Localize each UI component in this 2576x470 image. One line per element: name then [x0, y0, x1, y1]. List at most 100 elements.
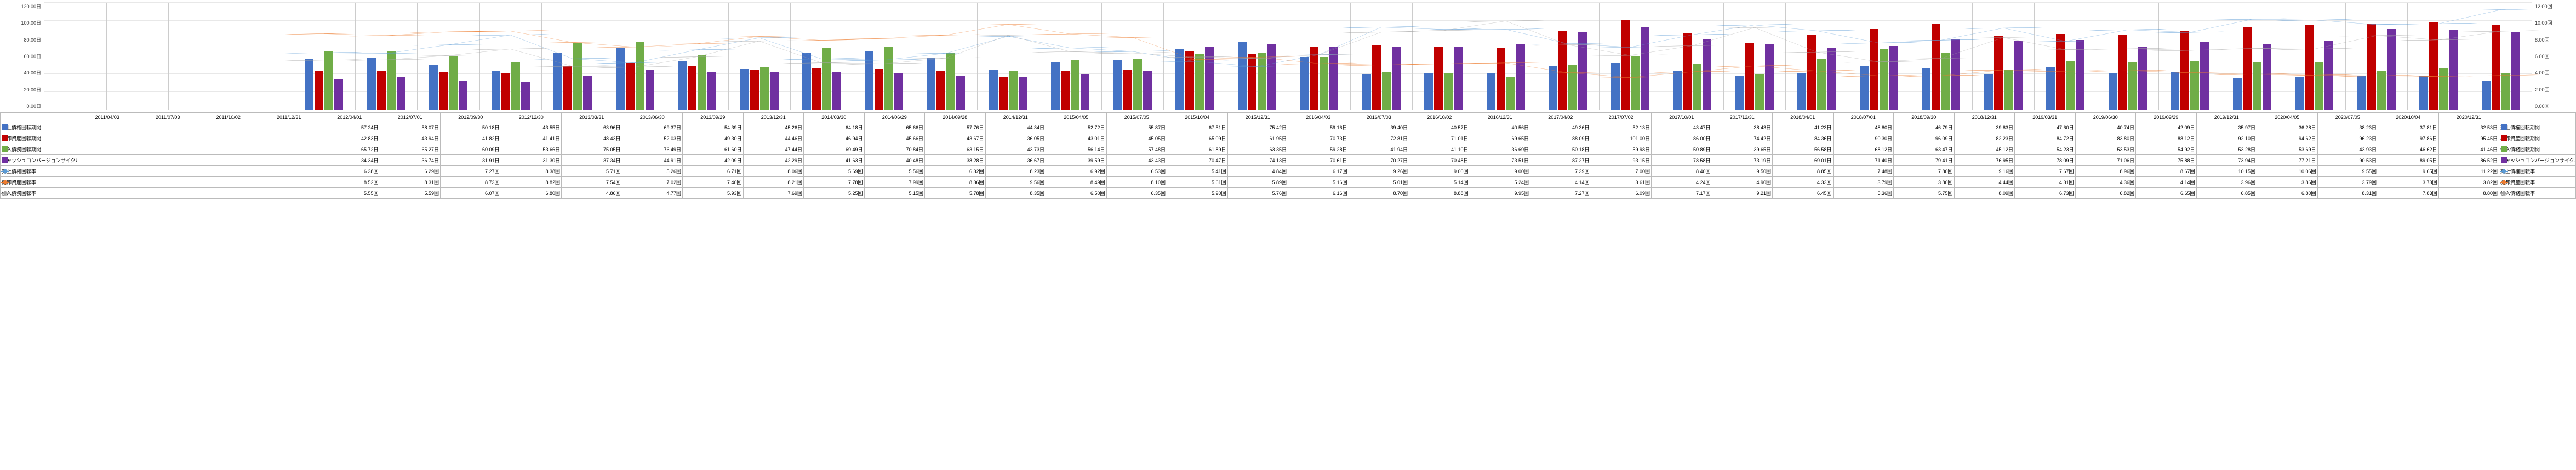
cell: 43.94日: [380, 133, 441, 144]
cell: 49.36日: [1530, 122, 1591, 133]
bar-s3: [511, 62, 520, 110]
bar-s2: [1123, 70, 1132, 110]
cell: 42.09日: [683, 155, 744, 166]
cell: 42.83日: [319, 133, 380, 144]
col-header: 2018/12/31: [1954, 113, 2015, 122]
cell: 5.59回: [380, 188, 441, 199]
cell: 94.62日: [2257, 133, 2318, 144]
bar-s1: [927, 58, 935, 110]
row-label-s2: 棚卸資産回転期間: [2499, 133, 2576, 144]
col-header: 2013/12/31: [743, 113, 804, 122]
cell: 46.79日: [1894, 122, 1955, 133]
cell: 86.00日: [1652, 133, 1712, 144]
bar-s3: [1133, 59, 1142, 110]
cell: 73.94日: [2196, 155, 2257, 166]
cell: 40.74日: [2075, 122, 2136, 133]
cell: 6.50回: [1046, 188, 1107, 199]
cell: 57.48日: [1106, 144, 1167, 155]
bar-s3: [1817, 59, 1826, 110]
cell: 65.66日: [864, 122, 925, 133]
cell: 69.49日: [804, 144, 865, 155]
bar-s3: [2439, 68, 2448, 110]
col-header: 2013/09/29: [683, 113, 744, 122]
row-label-s2: 棚卸資産回転期間: [1, 133, 77, 144]
bar-s4: [397, 77, 405, 110]
bar-s4: [1703, 39, 1711, 110]
cell: 43.67日: [925, 133, 986, 144]
bar-s3: [1320, 57, 1328, 110]
cell: 10.06回: [2257, 166, 2318, 177]
cell: 8.96回: [2075, 166, 2136, 177]
cell: 40.48日: [864, 155, 925, 166]
cell: 93.15日: [1591, 155, 1652, 166]
cell: 8.85回: [1773, 166, 1834, 177]
cell: 47.60日: [2015, 122, 2076, 133]
bar-s4: [770, 72, 779, 110]
cell: 56.14日: [1046, 144, 1107, 155]
cell: 96.09日: [1894, 133, 1955, 144]
bar-s3: [1382, 72, 1391, 110]
bar-s4: [2076, 40, 2084, 110]
col-header: 2020/10/04: [2378, 113, 2439, 122]
bar-s2: [1870, 29, 1878, 110]
bar-s4: [1516, 44, 1525, 110]
bar-s1: [2357, 76, 2366, 110]
cell: 8.38回: [501, 166, 562, 177]
cell: 5.41回: [1167, 166, 1228, 177]
bar-s1: [1051, 62, 1060, 110]
bar-s1: [802, 53, 811, 110]
cell: 3.96回: [2196, 177, 2257, 188]
col-header: 2017/07/02: [1591, 113, 1652, 122]
bar-s4: [521, 82, 530, 110]
cell: 90.30日: [1833, 133, 1894, 144]
cell: 3.86回: [2257, 177, 2318, 188]
bar-s1: [865, 51, 873, 110]
cell: 5.78回: [925, 188, 986, 199]
bar-s4: [1329, 47, 1338, 110]
bar-s3: [1258, 53, 1266, 110]
cell: 41.82日: [441, 133, 501, 144]
cell: 38.28日: [925, 155, 986, 166]
bar-s3: [2253, 62, 2261, 110]
cell: 8.40回: [1652, 166, 1712, 177]
bar-s1: [492, 71, 500, 110]
col-header: 2014/06/29: [864, 113, 925, 122]
bar-s3: [1568, 65, 1577, 110]
cell: 3.73回: [2378, 177, 2439, 188]
cell: 59.28日: [1288, 144, 1349, 155]
cell: 8.31回: [380, 177, 441, 188]
cell: 45.26日: [743, 122, 804, 133]
cell: 70.48日: [1409, 155, 1470, 166]
cell: 7.67回: [2015, 166, 2076, 177]
col-header: 2012/04/01: [319, 113, 380, 122]
cell: 41.41日: [501, 133, 562, 144]
cell: 39.83日: [1954, 122, 2015, 133]
cell: 5.93回: [683, 188, 744, 199]
data-table: 2011/04/032011/07/032011/10/022011/12/31…: [0, 112, 2576, 199]
cell: 70.84日: [864, 144, 925, 155]
bar-s3: [1755, 74, 1764, 110]
bar-s1: [1175, 49, 1184, 110]
cell: 6.82回: [2075, 188, 2136, 199]
cell: 97.86日: [2378, 133, 2439, 144]
cell: 9.00回: [1470, 166, 1530, 177]
cell: 39.59日: [1046, 155, 1107, 166]
cell: 37.81日: [2378, 122, 2439, 133]
cell: 3.61回: [1591, 177, 1652, 188]
bar-s2: [2429, 22, 2438, 110]
cell: 42.09日: [2136, 122, 2197, 133]
bar-s1: [2046, 67, 2055, 110]
bar-s4: [707, 72, 716, 110]
bar-s3: [760, 67, 769, 110]
cell: 65.72日: [319, 144, 380, 155]
cell: 41.94日: [1349, 144, 1409, 155]
cell: 6.29回: [380, 166, 441, 177]
cell: 73.19日: [1712, 155, 1773, 166]
bar-s3: [1444, 73, 1453, 110]
cell: 7.02回: [622, 177, 683, 188]
cell: 87.27日: [1530, 155, 1591, 166]
bar-s3: [636, 42, 644, 110]
cell: 7.48回: [1833, 166, 1894, 177]
bar-s4: [1889, 46, 1898, 110]
cell: 45.05日: [1106, 133, 1167, 144]
